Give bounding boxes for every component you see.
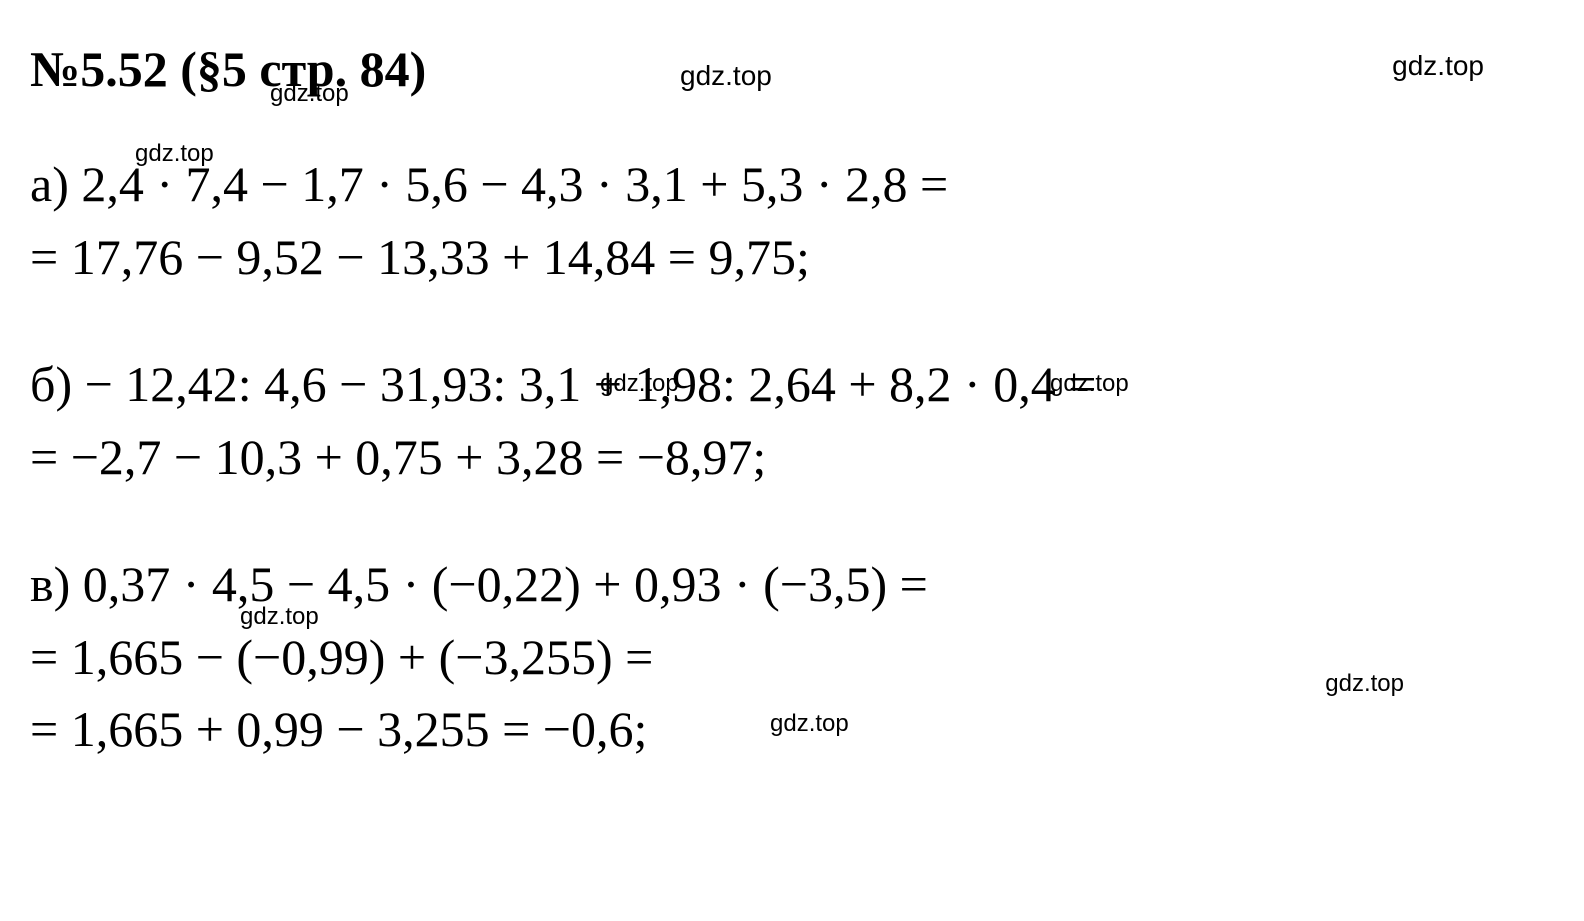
watermark: gdz.top — [680, 60, 772, 92]
problem-b: б) − 12,42: 4,6 − 31,93: 3,1 + 1,98: 2,6… — [30, 348, 1554, 493]
math-line: = −2,7 − 10,3 + 0,75 + 3,28 = −8,97; — [30, 421, 1554, 494]
watermark: gdz.top — [1325, 670, 1404, 698]
math-line: б) − 12,42: 4,6 − 31,93: 3,1 + 1,98: 2,6… — [30, 348, 1554, 421]
watermark: gdz.top — [600, 370, 679, 398]
problem-header: №5.52 (§5 стр. 84) — [30, 40, 1554, 98]
problem-a: а) 2,4 · 7,4 − 1,7 · 5,6 − 4,3 · 3,1 + 5… — [30, 148, 1554, 293]
watermark: gdz.top — [1392, 50, 1484, 82]
watermark: gdz.top — [270, 80, 349, 108]
math-line: = 17,76 − 9,52 − 13,33 + 14,84 = 9,75; — [30, 221, 1554, 294]
math-line: а) 2,4 · 7,4 − 1,7 · 5,6 − 4,3 · 3,1 + 5… — [30, 148, 1554, 221]
watermark: gdz.top — [1050, 370, 1129, 398]
watermark: gdz.top — [135, 140, 214, 168]
watermark: gdz.top — [240, 603, 319, 631]
watermark: gdz.top — [770, 710, 849, 738]
